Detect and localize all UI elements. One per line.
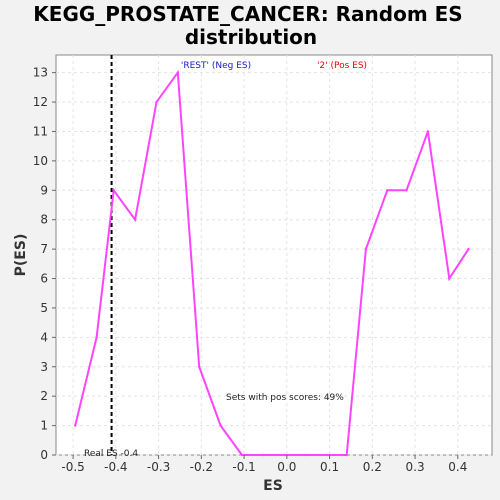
data-point — [364, 247, 368, 251]
data-point — [467, 247, 470, 251]
chart-title-line-1: KEGG_PROSTATE_CANCER: Random ES — [33, 2, 462, 26]
x-tick-label: -0.2 — [190, 460, 213, 474]
chart-title-line-2: distribution — [185, 25, 317, 49]
y-tick-label: 11 — [33, 124, 48, 138]
y-axis-title: P(ES) — [13, 234, 29, 277]
y-tick-label: 6 — [40, 272, 48, 286]
data-point — [304, 453, 308, 457]
x-axis-title: ES — [263, 478, 283, 494]
y-tick-label: 1 — [40, 419, 48, 433]
y-tick-label: 4 — [40, 330, 48, 344]
gridlines — [56, 55, 492, 456]
x-tick-label: -0.4 — [104, 460, 127, 474]
data-point — [386, 189, 389, 192]
data-point — [283, 453, 286, 457]
pos-scores-note: Sets with pos scores: 49% — [226, 393, 344, 403]
real-es-label: Real ES -0.4 — [84, 449, 138, 459]
data-point — [448, 277, 451, 280]
plot-area — [55, 54, 493, 456]
x-tick-label: -0.3 — [147, 460, 170, 474]
x-tick-label: 0.4 — [448, 460, 467, 474]
data-point — [326, 453, 329, 457]
data-point — [95, 336, 98, 339]
y-tick-label: 0 — [40, 448, 48, 462]
y-tick-label: 5 — [40, 301, 48, 315]
data-point — [133, 218, 137, 221]
es-distribution-line — [74, 69, 470, 456]
data-point — [197, 365, 201, 368]
series-layer — [74, 69, 470, 457]
data-point — [426, 130, 430, 133]
x-axis-ticks: -0.5 -0.4 -0.3 -0.2 -0.1 0.0 0.1 0.2 0.3 0.4 — [61, 455, 467, 474]
data-point — [112, 189, 115, 192]
y-tick-label: 13 — [33, 66, 48, 80]
pos-es-label: '2' (Pos ES) — [317, 61, 367, 71]
y-tick-label: 3 — [40, 360, 48, 374]
data-point — [240, 453, 244, 457]
data-point — [405, 189, 408, 192]
x-tick-label: 0.2 — [363, 460, 382, 474]
y-tick-label: 12 — [33, 95, 48, 109]
data-point — [176, 71, 180, 74]
y-tick-label: 2 — [40, 389, 48, 403]
y-tick-label: 10 — [33, 154, 48, 168]
x-tick-label: -0.5 — [61, 460, 84, 474]
data-point — [219, 424, 222, 427]
x-tick-label: 0.0 — [277, 460, 296, 474]
x-tick-label: -0.1 — [232, 460, 255, 474]
y-tick-label: 7 — [40, 242, 48, 256]
y-tick-label: 9 — [40, 183, 48, 197]
data-point — [74, 424, 77, 427]
neg-es-label: 'REST' (Neg ES) — [181, 61, 251, 71]
data-point — [345, 453, 348, 457]
x-tick-label: 0.3 — [406, 460, 425, 474]
y-tick-label: 8 — [40, 213, 48, 227]
data-point — [155, 100, 158, 104]
x-tick-label: 0.1 — [320, 460, 339, 474]
data-point — [262, 453, 265, 457]
